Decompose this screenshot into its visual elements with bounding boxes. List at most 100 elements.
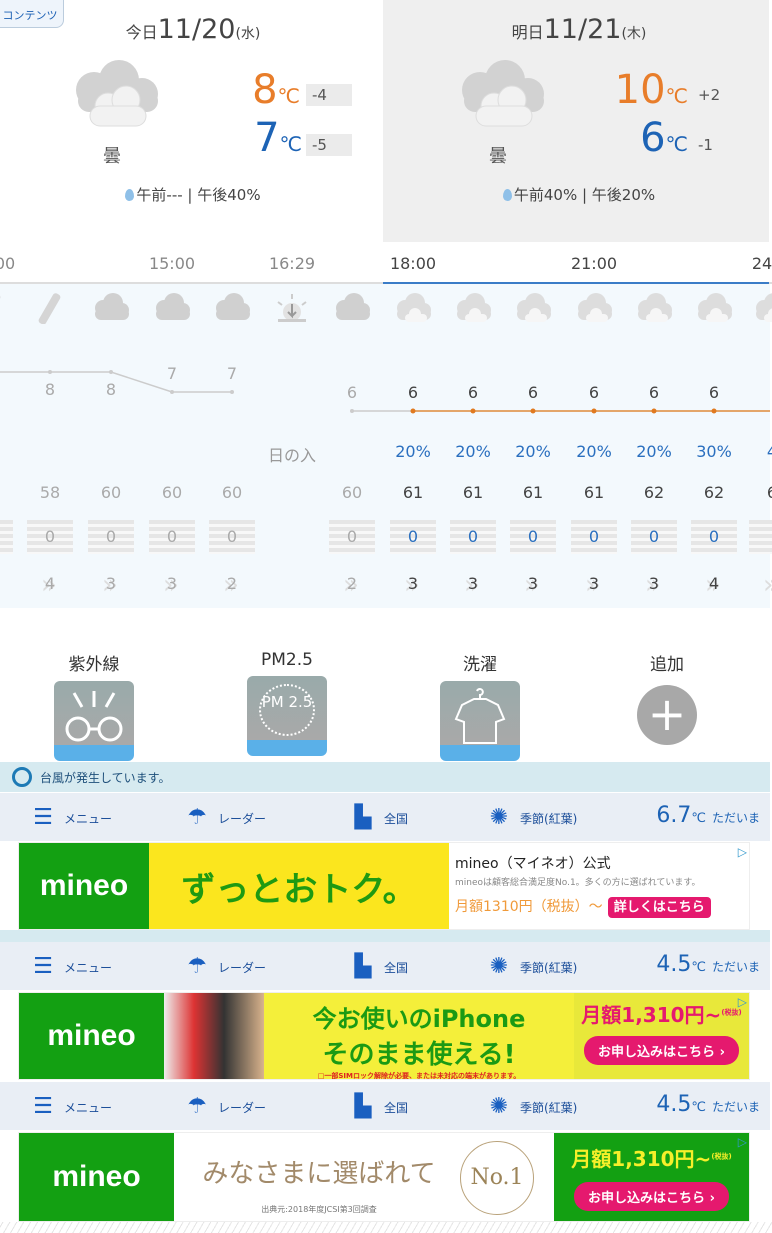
condition: 曇 bbox=[489, 146, 507, 167]
ad-banner-2[interactable]: mineo 今お使いのiPhone そのまま使える! □一部SIMロック解除が必… bbox=[18, 992, 750, 1080]
cloud-icon bbox=[89, 292, 133, 324]
ad-banner-3[interactable]: mineo みなさまに選ばれて No.1 出典元:2018年度JCSI第3回調査… bbox=[18, 1132, 750, 1222]
wind-arrow-icon: 3 bbox=[157, 570, 187, 600]
adchoices-icon[interactable]: ▷ bbox=[737, 845, 747, 859]
min-temp-diff: -1 bbox=[698, 136, 713, 154]
hour-precip: 20% bbox=[455, 442, 491, 461]
hour-rainfall: 0 bbox=[329, 520, 375, 554]
tool-3[interactable]: 追加 + bbox=[622, 650, 712, 745]
tool-1[interactable]: PM2.5 PM 2.5 bbox=[242, 650, 332, 756]
radar-icon: ☂ bbox=[187, 1094, 207, 1119]
current-temp[interactable]: 4.5℃ ただいま bbox=[656, 952, 760, 977]
cloud-icon bbox=[391, 292, 435, 324]
hour-rainfall: 0 bbox=[209, 520, 255, 554]
day-forecast-1[interactable]: 明日11/21(木) 曇 10℃ +2 6℃ -1 午前40% | 午後20% bbox=[386, 0, 772, 242]
hour-humidity: 60 bbox=[100, 483, 122, 502]
national-button[interactable]: ▙ 全国 bbox=[350, 1096, 408, 1118]
time-label: 24 bbox=[751, 254, 772, 273]
day-forecast-0[interactable]: 今日11/20(水) 曇 8℃ -4 7℃ -5 午前--- | 午後40% bbox=[0, 0, 386, 242]
season-button[interactable]: ✺ 季節(紅葉) bbox=[486, 805, 578, 830]
hourly-forecast-table[interactable]: 885804860037600376002日の入66002620%6103620… bbox=[0, 284, 772, 608]
contents-button[interactable]: コンテンツ bbox=[0, 0, 64, 28]
hourly-time-header bbox=[0, 242, 772, 284]
menu-button[interactable]: ☰ メニュー bbox=[30, 1096, 112, 1118]
national-button[interactable]: ▙ 全国 bbox=[350, 807, 408, 829]
japan-map-icon: ▙ bbox=[354, 954, 372, 979]
current-temp[interactable]: 4.5℃ ただいま bbox=[656, 1092, 760, 1117]
japan-map-icon: ▙ bbox=[354, 805, 372, 830]
hour-rainfall bbox=[0, 520, 13, 554]
bottom-nav-bar: ☰ メニュー ☂ レーダー ▙ 全国 ✺ 季節(紅葉) 4.5℃ ただいま bbox=[0, 1082, 770, 1130]
temp-point bbox=[470, 408, 476, 414]
hour-humidity: 58 bbox=[39, 483, 61, 502]
radar-button[interactable]: ☂ レーダー bbox=[184, 956, 266, 978]
ad-headline: ずっとおトク。 bbox=[149, 843, 449, 929]
hour-humidity: 61 bbox=[462, 483, 484, 502]
hour-temp: 6 bbox=[527, 383, 539, 402]
hour-temp: 7 bbox=[166, 364, 178, 383]
iphone-image bbox=[164, 993, 264, 1079]
cloud-icon bbox=[210, 292, 254, 324]
radar-button[interactable]: ☂ レーダー bbox=[184, 1096, 266, 1118]
current-temp[interactable]: 6.7℃ ただいま bbox=[656, 803, 760, 828]
temp-point bbox=[711, 408, 717, 414]
hour-rainfall: 0 bbox=[27, 520, 73, 554]
mineo-logo: mineo bbox=[19, 1133, 174, 1221]
time-label: 00 bbox=[0, 254, 16, 273]
season-button[interactable]: ✺ 季節(紅葉) bbox=[486, 956, 578, 978]
temp-point bbox=[410, 408, 416, 414]
hour-temp: 7 bbox=[226, 364, 238, 383]
bottom-nav-bar: ☰ メニュー ☂ レーダー ▙ 全国 ✺ 季節(紅葉) 4.5℃ ただいま bbox=[0, 942, 770, 990]
hour-rainfall: 0 bbox=[390, 520, 436, 554]
season-button[interactable]: ✺ 季節(紅葉) bbox=[486, 1096, 578, 1118]
ad-desc: mineoは顧客総合満足度No.1。多くの方に選ばれています。 bbox=[455, 878, 701, 888]
condition: 曇 bbox=[103, 146, 121, 167]
hour-humidity: 6 bbox=[767, 483, 772, 502]
tool-0[interactable]: 紫外線 bbox=[49, 650, 139, 761]
ad-note: □一部SIMロック解除が必要、または未対応の端末があります。 bbox=[317, 1072, 521, 1080]
max-temp-diff: +2 bbox=[698, 86, 721, 104]
cloud-icon bbox=[330, 292, 374, 324]
ad-headline: 今お使いのiPhone bbox=[312, 1005, 526, 1033]
rain-chance: 午前40% | 午後20% bbox=[386, 184, 772, 205]
time-label: 18:00 bbox=[389, 254, 437, 273]
cloud-icon bbox=[750, 292, 772, 324]
radar-button[interactable]: ☂ レーダー bbox=[184, 807, 266, 829]
mineo-logo: mineo bbox=[19, 843, 149, 929]
hour-rainfall bbox=[749, 520, 772, 554]
hour-precip: 20% bbox=[576, 442, 612, 461]
hour-temp: 6 bbox=[467, 383, 479, 402]
no1-badge: No.1 bbox=[460, 1141, 534, 1215]
ad-headline-2: そのまま使える! bbox=[322, 1040, 516, 1070]
min-temp-diff: -5 bbox=[306, 134, 352, 156]
hamburger-icon: ☰ bbox=[33, 954, 53, 979]
ad-title: mineo（マイネオ）公式 bbox=[455, 856, 611, 872]
hour-humidity: 60 bbox=[221, 483, 243, 502]
hour-rainfall: 0 bbox=[88, 520, 134, 554]
cloud-icon bbox=[451, 292, 495, 324]
ad-cta-button[interactable]: 詳しくはこちら bbox=[607, 897, 711, 918]
temp-point bbox=[109, 370, 113, 374]
ad-cta-button[interactable]: お申し込みはこちら › bbox=[584, 1036, 739, 1065]
temp-point bbox=[530, 408, 536, 414]
hour-precip: 20% bbox=[515, 442, 551, 461]
national-button[interactable]: ▙ 全国 bbox=[350, 956, 408, 978]
day-title: 今日11/20(水) bbox=[125, 14, 261, 45]
ad-cta-button[interactable]: お申し込みはこちら › bbox=[574, 1182, 729, 1211]
ad-banner-1[interactable]: mineo ずっとおトク。 mineo（マイネオ）公式 mineoは顧客総合満足… bbox=[18, 842, 750, 930]
cloud-icon bbox=[572, 292, 616, 324]
hour-humidity: 62 bbox=[703, 483, 725, 502]
cloud-icon bbox=[450, 58, 550, 130]
adchoices-icon[interactable]: ▷ bbox=[737, 995, 747, 1009]
hour-rainfall: 0 bbox=[691, 520, 737, 554]
tool-2[interactable]: 洗濯 bbox=[435, 650, 525, 761]
adchoices-icon[interactable]: ▷ bbox=[737, 1135, 747, 1149]
menu-button[interactable]: ☰ メニュー bbox=[30, 956, 112, 978]
temp-point bbox=[230, 390, 234, 394]
hour-precip: 30% bbox=[696, 442, 732, 461]
maple-leaf-icon: ✺ bbox=[489, 805, 509, 830]
umbrella-icon bbox=[28, 292, 72, 325]
typhoon-alert[interactable]: 台風が発生しています。 bbox=[0, 762, 770, 792]
bottom-nav-bar: ☰ メニュー ☂ レーダー ▙ 全国 ✺ 季節(紅葉) 6.7℃ ただいま bbox=[0, 793, 770, 841]
menu-button[interactable]: ☰ メニュー bbox=[30, 807, 112, 829]
